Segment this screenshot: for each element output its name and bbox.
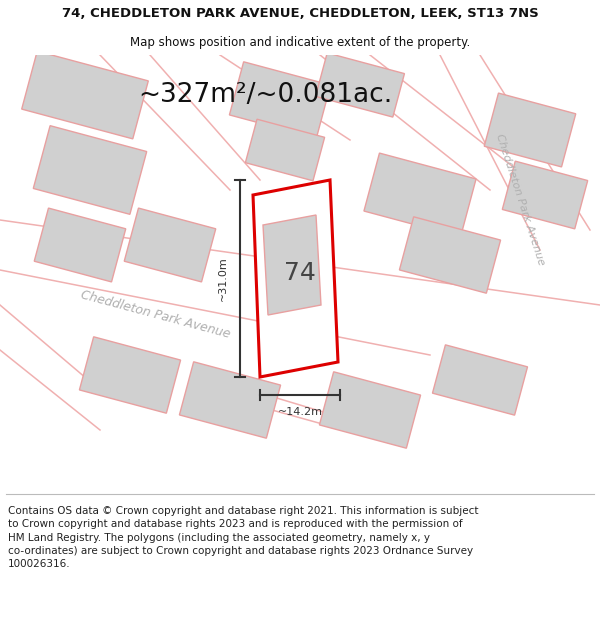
Text: Cheddleton Park Avenue: Cheddleton Park Avenue bbox=[494, 133, 546, 267]
Text: Map shows position and indicative extent of the property.: Map shows position and indicative extent… bbox=[130, 36, 470, 49]
Polygon shape bbox=[33, 126, 147, 214]
Polygon shape bbox=[484, 93, 576, 167]
Text: 74, CHEDDLETON PARK AVENUE, CHEDDLETON, LEEK, ST13 7NS: 74, CHEDDLETON PARK AVENUE, CHEDDLETON, … bbox=[62, 8, 538, 20]
Text: ~327m²/~0.081ac.: ~327m²/~0.081ac. bbox=[138, 82, 392, 108]
Polygon shape bbox=[263, 215, 321, 315]
Polygon shape bbox=[253, 180, 338, 377]
Polygon shape bbox=[433, 345, 527, 415]
Polygon shape bbox=[316, 53, 404, 117]
Text: 74: 74 bbox=[284, 261, 316, 286]
Polygon shape bbox=[245, 119, 325, 181]
Polygon shape bbox=[502, 161, 587, 229]
Polygon shape bbox=[400, 217, 500, 293]
Polygon shape bbox=[179, 362, 281, 438]
Text: ~31.0m: ~31.0m bbox=[218, 256, 228, 301]
Polygon shape bbox=[22, 51, 148, 139]
Polygon shape bbox=[319, 372, 421, 448]
Polygon shape bbox=[79, 337, 181, 413]
Polygon shape bbox=[229, 62, 331, 138]
Text: Contains OS data © Crown copyright and database right 2021. This information is : Contains OS data © Crown copyright and d… bbox=[8, 506, 478, 569]
Polygon shape bbox=[124, 208, 216, 282]
Text: Cheddleton Park Avenue: Cheddleton Park Avenue bbox=[79, 289, 231, 341]
Polygon shape bbox=[34, 208, 126, 282]
Text: ~14.2m: ~14.2m bbox=[277, 407, 323, 417]
Polygon shape bbox=[364, 153, 476, 237]
